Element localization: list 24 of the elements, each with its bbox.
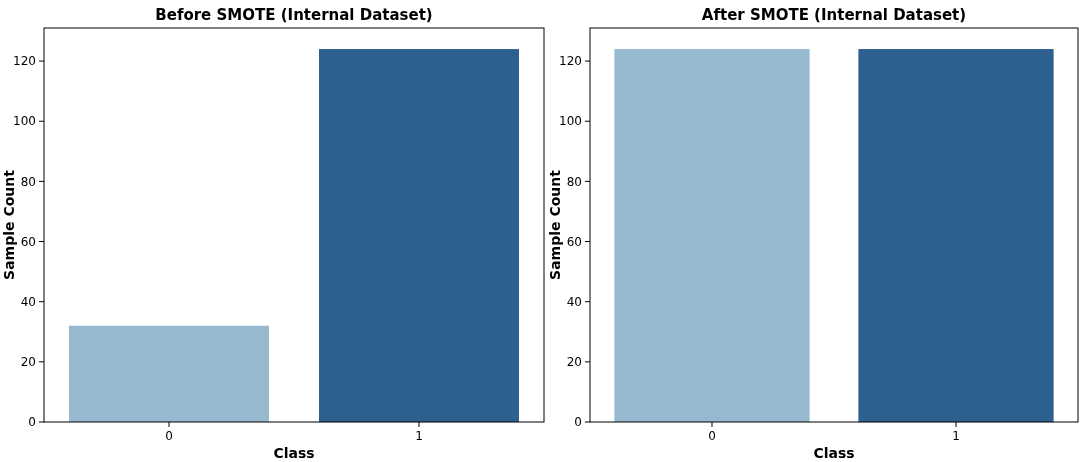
y-tick-label: 80 <box>20 174 36 189</box>
x-tick-label: 1 <box>952 429 960 443</box>
x-axis-title: Class <box>813 445 855 461</box>
x-tick-label: 0 <box>165 429 173 443</box>
x-tick-label: 1 <box>415 429 423 443</box>
y-tick-label: 0 <box>574 415 582 430</box>
y-tick-label: 60 <box>20 234 36 249</box>
y-tick-label: 100 <box>559 114 582 129</box>
chart-title: Before SMOTE (Internal Dataset) <box>155 6 433 24</box>
y-axis-title: Sample Count <box>547 169 563 280</box>
y-tick-label: 0 <box>28 415 36 430</box>
x-tick-label: 0 <box>708 429 716 443</box>
y-tick-label: 80 <box>566 174 582 189</box>
y-tick-label: 60 <box>566 234 582 249</box>
x-axis-title: Class <box>273 445 315 461</box>
y-tick-label: 120 <box>559 54 582 69</box>
y-tick-label: 100 <box>13 114 36 129</box>
y-tick-label: 40 <box>566 294 582 309</box>
chart-title: After SMOTE (Internal Dataset) <box>701 6 967 24</box>
y-tick-label: 20 <box>566 355 582 370</box>
y-tick-label: 40 <box>20 294 36 309</box>
y-axis-title: Sample Count <box>1 169 17 280</box>
y-tick-label: 120 <box>13 54 36 69</box>
y-tick-label: 20 <box>20 355 36 370</box>
